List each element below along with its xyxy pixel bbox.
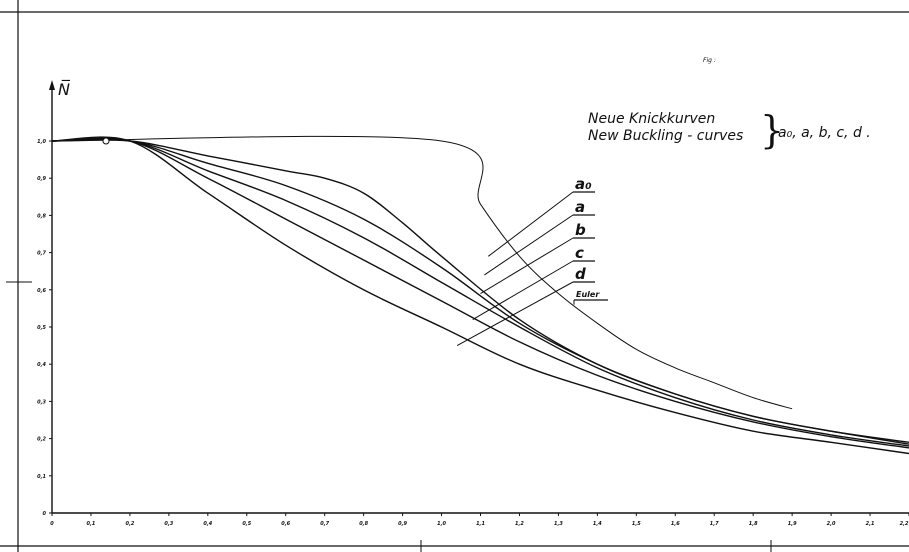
x-tick-label: 0,9 [398, 521, 407, 527]
y-tick-label: 0,5 [37, 325, 46, 331]
x-tick-label: 1,3 [554, 521, 563, 527]
y-axis-arrow-icon [49, 80, 55, 90]
label-leader-line [487, 191, 574, 257]
y-tick-group: 0 0,1 0,2 0,3 0,4 0,5 0,6 0,7 0,8 0,9 1,0 [37, 139, 52, 517]
y-tick-label: 0,3 [37, 399, 46, 405]
curve-group [51, 135, 909, 455]
y-tick-label: 0,8 [37, 213, 46, 219]
curve-line-0 [51, 139, 909, 443]
y-tick-label: 1,0 [37, 139, 46, 145]
curve-line-5 [51, 135, 793, 410]
curve-label-4: d [575, 265, 586, 283]
label-leader-line [472, 260, 574, 320]
curve-line-1 [51, 138, 909, 445]
x-tick-label: 1,6 [671, 521, 680, 527]
y-axis-title: N̅ [58, 80, 71, 99]
x-tick-label: 1,1 [476, 521, 485, 527]
curve-label-0: a₀ [575, 175, 592, 193]
y-tick-label: 0 [43, 511, 47, 517]
origin-point-marker [102, 137, 110, 145]
x-tick-label: 0,5 [242, 521, 251, 527]
curve-line-4 [51, 136, 909, 455]
title-brace: } [760, 108, 784, 152]
title-line-1: Neue Knickkurven [588, 111, 715, 127]
curve-label-3: c [575, 244, 584, 262]
curve-label-5: Euler [576, 290, 600, 299]
x-tick-label: 0,7 [320, 521, 329, 527]
y-tick-label: 0,1 [37, 474, 46, 480]
x-tick-label: 0,1 [87, 521, 96, 527]
label-leader-line [480, 237, 574, 294]
y-tick-label: 0,2 [37, 437, 46, 443]
x-tick-label: 0,4 [203, 521, 212, 527]
x-tick-label: 1,8 [749, 521, 758, 527]
x-tick-label: 2,2 [900, 521, 909, 527]
x-tick-label: 1,7 [710, 521, 719, 527]
x-tick-label: 1,9 [788, 521, 797, 527]
label-leader-line [456, 281, 574, 347]
y-tick-label: 0,9 [37, 176, 46, 182]
y-tick-label: 0,7 [37, 251, 46, 257]
x-tick-label: 2,1 [866, 521, 875, 527]
curve-line-3 [51, 137, 909, 449]
curve-label-1: a [575, 198, 585, 216]
x-tick-label: 2,0 [827, 521, 836, 527]
curve-line-2 [51, 138, 909, 447]
x-tick-label: 1,4 [593, 521, 602, 527]
x-tick-label: 0 [50, 521, 54, 527]
x-tick-label: 0,8 [359, 521, 368, 527]
figure-number-label: Fig : [703, 57, 716, 64]
x-tick-group: 0 0,1 0,2 0,3 0,4 0,5 0,6 0,7 0,8 0,9 1,0 1,1 1,2 1,3… [50, 513, 909, 527]
title-line-2: New Buckling - curves [588, 128, 743, 144]
x-tick-label: 0,6 [281, 521, 290, 527]
x-tick-label: 0,2 [125, 521, 134, 527]
label-leader-line [484, 214, 574, 276]
x-tick-label: 0,3 [164, 521, 173, 527]
x-tick-label: 1,2 [515, 521, 524, 527]
curve-set-label: a₀, a, b, c, d . [778, 125, 871, 141]
y-tick-label: 0,4 [37, 362, 46, 368]
y-tick-label: 0,6 [37, 288, 46, 294]
curve-label-2: b [575, 221, 586, 239]
x-tick-label: 1,5 [632, 521, 641, 527]
x-tick-label: 1,0 [437, 521, 446, 527]
